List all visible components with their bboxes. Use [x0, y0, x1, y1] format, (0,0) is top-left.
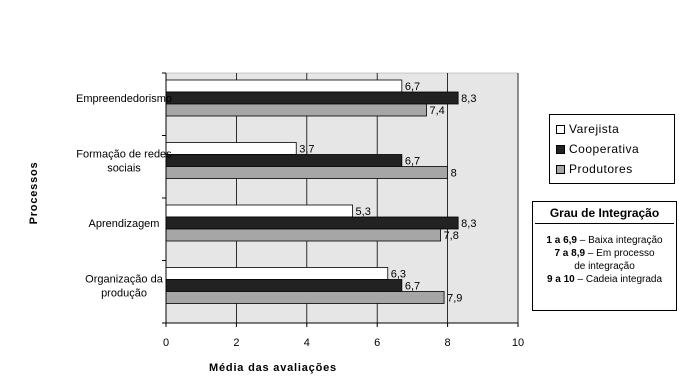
legend-item-produtores: Produtores [556, 159, 674, 179]
bar-cooperativa [165, 154, 403, 167]
bar-varejista [165, 79, 403, 93]
legend-swatch-varejista [556, 124, 565, 134]
bar-produtores [165, 291, 445, 304]
data-label: 6,7 [405, 281, 420, 293]
integration-scale-body: 1 a 6,9 – Baixa integração 7 a 8,9 – Em … [533, 224, 676, 286]
x-tick-label: 4 [304, 337, 310, 349]
data-label: 8 [451, 168, 457, 180]
x-axis-title: Média das avaliações [209, 362, 337, 374]
integration-line: 9 a 10 – Cadeia integrada [546, 274, 663, 285]
bar-cooperativa [165, 91, 459, 105]
category-label: produção [101, 288, 147, 300]
bar-produtores [165, 228, 441, 242]
bar-cooperativa [165, 216, 459, 230]
x-tick-label: 2 [233, 337, 239, 349]
legend-swatch-produtores [556, 164, 565, 174]
data-label: 7,8 [444, 230, 459, 242]
integration-line: de integração [574, 261, 635, 272]
category-label: Aprendizagem [89, 218, 160, 230]
x-tick-label: 0 [163, 337, 169, 349]
legend-item-cooperativa: Cooperativa [556, 139, 674, 159]
data-label: 6,7 [405, 156, 420, 168]
integration-scale-title: Grau de Integração [535, 202, 674, 224]
data-label: 7,4 [429, 105, 444, 117]
bar-produtores [165, 166, 449, 179]
category-label: Empreendedorismo [76, 93, 172, 105]
data-label: 8,3 [461, 93, 476, 105]
data-label: 7,9 [447, 293, 462, 305]
bar-varejista [165, 204, 353, 218]
integration-line: 1 a 6,9 – Baixa integração [546, 235, 663, 246]
legend-swatch-cooperativa [556, 144, 565, 154]
category-label: Formação de redes [76, 149, 172, 161]
category-label: sociais [107, 163, 141, 175]
x-tick-label: 10 [512, 337, 524, 349]
integration-line: 7 a 8,9 – Em processo [554, 248, 655, 259]
x-tick-label: 6 [374, 337, 380, 349]
bar-varejista [165, 142, 297, 155]
legend: Varejista Cooperativa Produtores [549, 114, 675, 184]
data-label: 3,7 [299, 144, 314, 156]
data-label: 6,7 [405, 81, 420, 93]
x-tick-label: 8 [445, 337, 451, 349]
data-label: 6,3 [391, 269, 406, 281]
legend-label-produtores: Produtores [569, 162, 633, 176]
bar-cooperativa [165, 279, 403, 292]
legend-label-varejista: Varejista [569, 122, 620, 136]
data-label: 8,3 [461, 218, 476, 230]
bar-produtores [165, 103, 427, 117]
integration-scale-box: Grau de Integração 1 a 6,9 – Baixa integ… [532, 201, 677, 311]
legend-item-varejista: Varejista [556, 119, 674, 139]
data-label: 5,3 [356, 206, 371, 218]
category-label: Organização da [85, 274, 164, 286]
bar-varejista [165, 267, 389, 280]
y-axis-title: Processos [28, 162, 40, 225]
legend-label-cooperativa: Cooperativa [569, 142, 640, 156]
